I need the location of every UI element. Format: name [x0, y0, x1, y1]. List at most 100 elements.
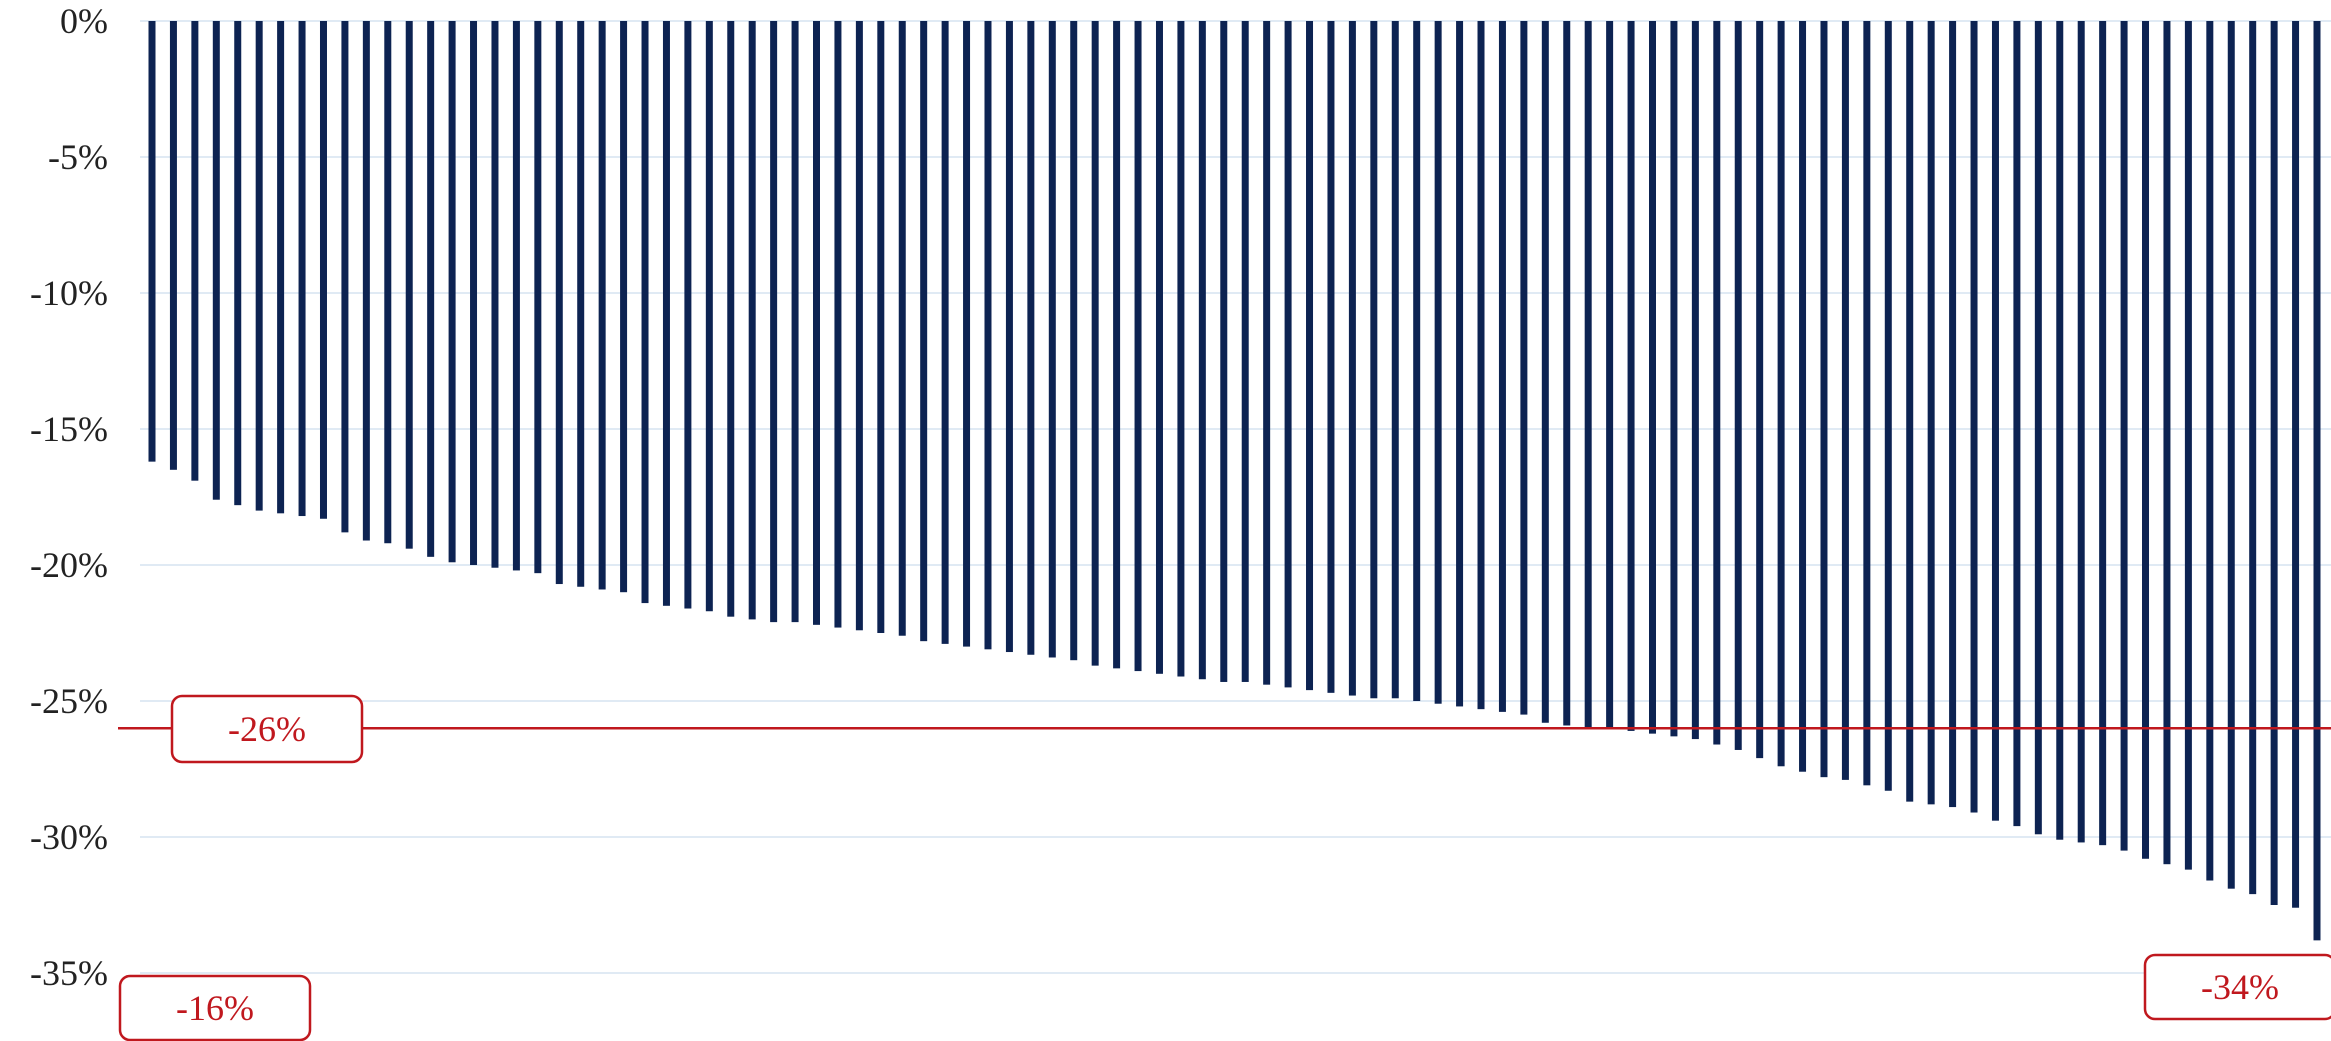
- bar: [1413, 21, 1421, 701]
- bar: [512, 21, 520, 571]
- bar: [941, 21, 949, 644]
- bar: [598, 21, 606, 590]
- bar: [470, 21, 478, 565]
- y-axis: 0% -5% -10% -15% -20% -25% -30% -35%: [30, 1, 108, 993]
- bar: [1091, 21, 1099, 666]
- bar: [1434, 21, 1442, 704]
- bar: [813, 21, 820, 625]
- bar: [1649, 21, 1656, 734]
- reference-callout-text: -26%: [228, 709, 306, 749]
- bar: [169, 21, 177, 470]
- bar: [1949, 21, 1957, 808]
- bar: [2077, 21, 2085, 843]
- bar: [1970, 21, 1978, 813]
- bar: [984, 21, 992, 650]
- first-bar-callout-box: [118, 974, 312, 1041]
- last-bar-callout: -34%: [2143, 953, 2331, 1021]
- bar: [1048, 21, 1056, 658]
- bar: [1584, 21, 1592, 729]
- bar: [2292, 21, 2300, 908]
- bar: [1691, 21, 1699, 740]
- bar: [405, 21, 413, 549]
- bar: [877, 21, 885, 633]
- bar: [1327, 21, 1335, 693]
- y-tick-label: -30%: [30, 817, 108, 857]
- bar: [705, 21, 713, 612]
- bar: [1241, 21, 1249, 682]
- bar: [577, 21, 585, 587]
- y-tick-label: -15%: [30, 409, 108, 449]
- bar: [1541, 21, 1549, 723]
- first-bar-callout-text: -16%: [176, 988, 254, 1028]
- y-tick-label: -5%: [48, 137, 108, 177]
- bar: [748, 21, 756, 620]
- bar: [2142, 21, 2150, 859]
- reference-callout: -26%: [170, 694, 364, 764]
- y-tick-label: 0%: [60, 1, 108, 41]
- bar: [1498, 21, 1506, 712]
- bar: [2056, 21, 2064, 840]
- bar: [298, 21, 306, 517]
- bar: [1670, 21, 1678, 737]
- bar: [1884, 21, 1892, 791]
- bar: [1627, 21, 1635, 731]
- bar: [1734, 21, 1742, 750]
- gridlines: [140, 20, 2331, 974]
- bar: [855, 21, 863, 631]
- bar: [2099, 21, 2107, 846]
- bar: [1477, 21, 1485, 710]
- bar: [791, 21, 799, 623]
- bar: [1005, 21, 1013, 653]
- bar: [1134, 21, 1142, 672]
- bar: [920, 21, 928, 642]
- bar: [1799, 21, 1807, 772]
- bar: [2034, 21, 2042, 835]
- first-bar-callout: -16%: [118, 974, 312, 1041]
- bar: [2249, 21, 2257, 895]
- bar: [341, 21, 349, 533]
- bar: [191, 21, 199, 481]
- bar: [362, 21, 370, 541]
- bar: [963, 21, 971, 647]
- bar: [1177, 21, 1185, 677]
- bar: [1391, 21, 1399, 699]
- bar: [2227, 21, 2235, 889]
- bar: [1348, 21, 1356, 696]
- bar: [212, 21, 220, 500]
- y-tick-label: -20%: [30, 545, 108, 585]
- bar: [1820, 21, 1828, 778]
- bar: [427, 21, 435, 557]
- bar: [641, 21, 649, 604]
- bar: [1606, 21, 1614, 729]
- bar: [1306, 21, 1314, 691]
- y-tick-label: -25%: [30, 681, 108, 721]
- y-tick-label: -35%: [30, 953, 108, 993]
- bar: [2120, 21, 2128, 851]
- bar: [1991, 21, 1999, 821]
- bar: [1520, 21, 1528, 715]
- bar: [1198, 21, 1206, 680]
- y-tick-label: -10%: [30, 273, 108, 313]
- bar: [1906, 21, 1914, 802]
- bar: [1563, 21, 1571, 726]
- bar: [1713, 21, 1721, 745]
- bar: [1777, 21, 1785, 767]
- bar: [1027, 21, 1035, 655]
- bar: [491, 21, 499, 568]
- bar: [834, 21, 842, 628]
- bar: [1220, 21, 1228, 682]
- bar: [2313, 21, 2321, 941]
- bar: [620, 21, 628, 593]
- bar: [1841, 21, 1849, 780]
- bar: [1863, 21, 1871, 786]
- bar: [319, 21, 327, 519]
- bar: [1070, 21, 1078, 661]
- bar: [1263, 21, 1271, 685]
- annotations: -26% -16% -34%: [118, 694, 2331, 1041]
- bar: [898, 21, 906, 636]
- bar: [1370, 21, 1378, 699]
- bar: [1113, 21, 1121, 669]
- reference-callout-box: [170, 694, 364, 764]
- bar: [1155, 21, 1163, 674]
- bar: [1927, 21, 1935, 805]
